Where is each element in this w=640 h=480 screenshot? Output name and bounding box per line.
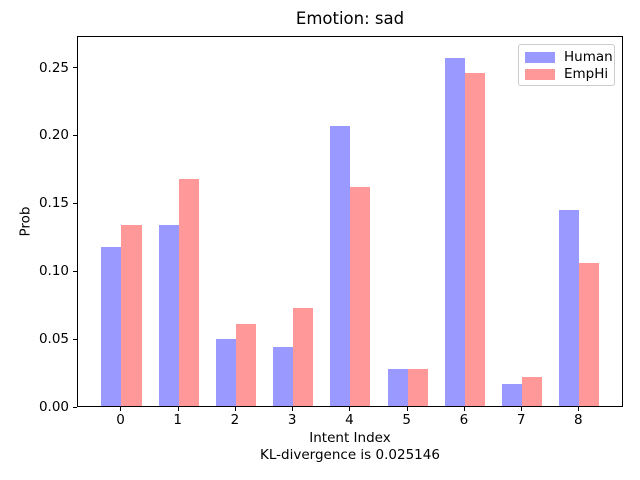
bar-human-2	[215, 339, 236, 406]
x-tick-mark	[120, 407, 122, 411]
y-tick-mark	[73, 67, 77, 68]
bar-emphi-0	[121, 225, 142, 406]
x-axis-label-line2: KL-divergence is 0.025146	[260, 446, 440, 463]
legend-label: EmpHi	[564, 66, 609, 82]
legend-swatch-human	[525, 52, 555, 63]
x-tick-label: 0	[116, 412, 125, 428]
y-tick-mark	[73, 202, 77, 204]
bar-human-7	[502, 383, 523, 406]
bar-human-8	[559, 210, 580, 406]
x-tick-mark	[463, 407, 465, 411]
y-tick-mark	[73, 338, 77, 340]
y-tick-label: 0.10	[38, 263, 69, 280]
bar-human-5	[387, 368, 408, 406]
y-tick-label: 0.05	[38, 331, 69, 348]
x-tick-mark	[406, 407, 408, 411]
bar-human-4	[330, 125, 351, 406]
x-tick-mark	[521, 407, 523, 411]
bar-emphi-4	[350, 187, 371, 406]
legend-label: Human	[564, 49, 613, 65]
x-axis-label-line1: Intent Index	[309, 430, 391, 446]
chart-title: Emotion: sad	[295, 9, 405, 28]
legend: Human EmpHi	[518, 44, 615, 86]
bar-emphi-1	[178, 178, 199, 406]
bar-emphi-5	[407, 368, 428, 406]
bar-human-6	[444, 58, 465, 406]
bar-human-0	[101, 246, 122, 406]
bar-emphi-3	[293, 307, 314, 406]
x-tick-mark	[234, 407, 236, 411]
x-tick-mark	[578, 407, 580, 411]
bar-emphi-8	[579, 263, 600, 406]
bar-emphi-6	[464, 72, 485, 406]
x-tick-label: 3	[287, 412, 297, 428]
bar-emphi-7	[522, 377, 543, 406]
legend-swatch-emphi	[525, 69, 555, 80]
y-tick-mark	[73, 406, 77, 408]
y-tick-label: 0.00	[38, 399, 69, 415]
bar-emphi-2	[235, 324, 256, 406]
x-tick-mark	[177, 407, 179, 411]
x-tick-label: 2	[230, 412, 240, 428]
x-tick-label: 4	[345, 412, 354, 428]
x-tick-label: 7	[516, 412, 526, 428]
x-tick-label: 5	[402, 412, 411, 428]
y-tick-label: 0.25	[38, 59, 69, 76]
x-tick-mark	[292, 407, 294, 411]
x-tick-mark	[349, 407, 351, 411]
y-tick-mark	[73, 270, 77, 272]
y-tick-mark	[73, 134, 77, 136]
x-axis-label: Intent Index KL-divergence is 0.025146	[77, 430, 623, 463]
y-tick-label: 0.20	[38, 127, 69, 144]
x-tick-label: 6	[459, 412, 469, 428]
x-tick-label: 1	[173, 412, 183, 428]
bar-human-1	[158, 225, 179, 406]
plot-area: Human EmpHi	[77, 36, 623, 407]
bar-human-3	[273, 347, 294, 406]
y-tick-label: 0.15	[38, 195, 69, 212]
x-tick-label: 8	[574, 412, 583, 428]
